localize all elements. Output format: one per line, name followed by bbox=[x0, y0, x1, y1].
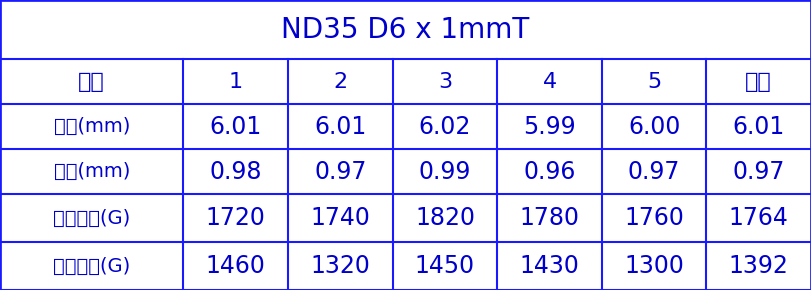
Text: 邊緣磁力(G): 邊緣磁力(G) bbox=[53, 209, 131, 228]
Text: 中心磁力(G): 中心磁力(G) bbox=[53, 257, 131, 275]
Text: 6.01: 6.01 bbox=[210, 115, 262, 139]
Text: 5.99: 5.99 bbox=[523, 115, 576, 139]
Text: 3: 3 bbox=[438, 72, 452, 92]
Text: 編號: 編號 bbox=[79, 72, 105, 92]
Text: 1760: 1760 bbox=[624, 206, 684, 230]
Text: 平均: 平均 bbox=[745, 72, 772, 92]
Text: 1740: 1740 bbox=[311, 206, 371, 230]
Text: 1: 1 bbox=[229, 72, 242, 92]
Text: 6.01: 6.01 bbox=[732, 115, 785, 139]
Text: 6.00: 6.00 bbox=[628, 115, 680, 139]
Text: 6.01: 6.01 bbox=[314, 115, 367, 139]
Text: 0.98: 0.98 bbox=[209, 160, 262, 184]
Text: 0.97: 0.97 bbox=[314, 160, 367, 184]
Text: 0.97: 0.97 bbox=[628, 160, 680, 184]
Text: 0.96: 0.96 bbox=[523, 160, 576, 184]
Text: 2: 2 bbox=[333, 72, 347, 92]
Text: 直徑(mm): 直徑(mm) bbox=[54, 117, 130, 136]
Text: 1780: 1780 bbox=[520, 206, 580, 230]
Text: 1430: 1430 bbox=[520, 254, 580, 278]
Bar bbox=[0, 0, 811, 59]
Text: 4: 4 bbox=[543, 72, 556, 92]
Text: 6.02: 6.02 bbox=[418, 115, 471, 139]
Text: 5: 5 bbox=[647, 72, 661, 92]
Text: 1320: 1320 bbox=[311, 254, 371, 278]
Text: 1300: 1300 bbox=[624, 254, 684, 278]
Text: 厚度(mm): 厚度(mm) bbox=[54, 162, 130, 181]
Text: 1720: 1720 bbox=[206, 206, 266, 230]
Text: 0.97: 0.97 bbox=[732, 160, 785, 184]
Text: 1392: 1392 bbox=[729, 254, 788, 278]
Text: 1764: 1764 bbox=[729, 206, 788, 230]
Text: 1450: 1450 bbox=[415, 254, 475, 278]
Text: 1460: 1460 bbox=[206, 254, 266, 278]
Text: 1820: 1820 bbox=[415, 206, 475, 230]
Text: ND35 D6 x 1mmT: ND35 D6 x 1mmT bbox=[281, 16, 530, 44]
Text: 0.99: 0.99 bbox=[418, 160, 471, 184]
